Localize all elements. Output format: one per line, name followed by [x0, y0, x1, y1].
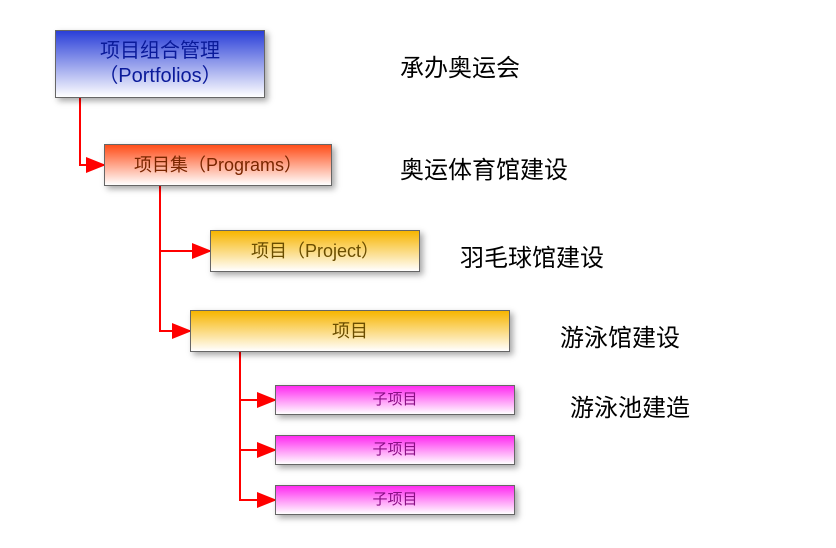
edge-project2-to-sub1 — [240, 352, 275, 400]
lbl-program: 奥运体育馆建设 — [400, 150, 568, 185]
node-sub2: 子项目 — [275, 435, 515, 465]
node-sub3: 子项目 — [275, 485, 515, 515]
edge-project2-to-sub2 — [240, 352, 275, 450]
lbl-portfolio: 承办奥运会 — [400, 48, 520, 83]
edge-portfolio-to-program — [80, 98, 104, 165]
lbl-sub: 游泳池建造 — [570, 388, 690, 423]
lbl-project1: 羽毛球馆建设 — [460, 238, 604, 273]
node-project1: 项目（Project） — [210, 230, 420, 272]
edge-program-to-project1 — [160, 186, 210, 251]
edge-project2-to-sub3 — [240, 352, 275, 500]
node-project2: 项目 — [190, 310, 510, 352]
edge-program-to-project2 — [160, 186, 190, 331]
node-sub1: 子项目 — [275, 385, 515, 415]
lbl-project2: 游泳馆建设 — [560, 318, 680, 353]
node-program: 项目集（Programs） — [104, 144, 332, 186]
node-portfolio: 项目组合管理 （Portfolios） — [55, 30, 265, 98]
